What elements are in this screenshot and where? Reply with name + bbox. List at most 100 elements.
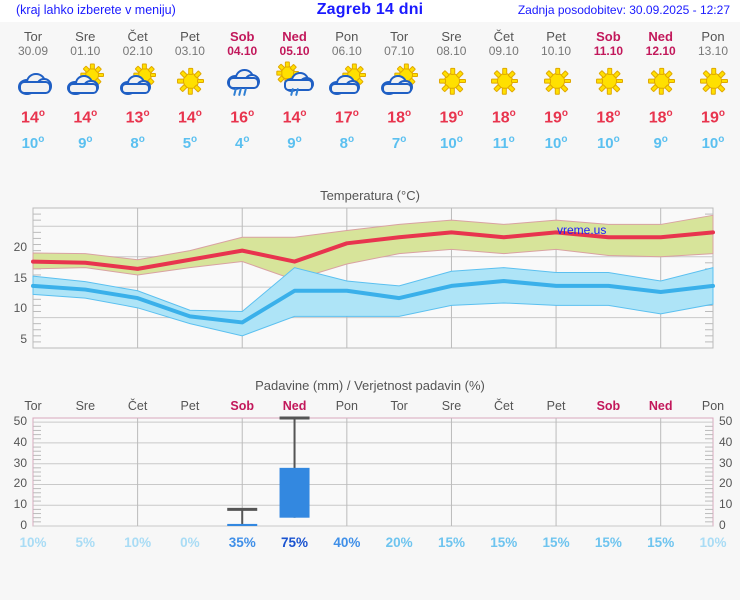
forecast-day-column[interactable]: Sob 04.10 16o 4o (216, 22, 268, 154)
day-date: 05.10 (279, 44, 310, 58)
max-temperature: 18o (596, 108, 621, 127)
forecast-day-column[interactable]: Ned 12.10 18o 9o (635, 22, 687, 154)
temperature-chart-title: Temperatura (°C) (320, 188, 420, 203)
precipitation-probability: 5% (75, 535, 96, 550)
precipitation-chart-title: Padavine (mm) / Verjetnost padavin (%) (255, 378, 485, 393)
sunny-icon (641, 64, 681, 98)
day-date: 30.09 (17, 44, 49, 58)
day-name: Sre (441, 29, 462, 44)
day-date: 11.10 (593, 44, 624, 58)
precipitation-axis-label-right: 10 (719, 497, 733, 512)
day-date: 04.10 (227, 44, 258, 58)
min-temperature: 8o (130, 134, 145, 153)
precipitation-probability: 0% (180, 535, 200, 550)
precipitation-probability: 40% (333, 535, 361, 550)
weather-icon-slot (425, 61, 477, 101)
max-temperature: 18o (491, 108, 516, 127)
partly-sunny-icon (379, 63, 419, 98)
location-menu-note: (kraj lahko izberete v meniju) (16, 3, 176, 17)
weather-icon-slot (478, 61, 530, 101)
max-temperature: 17o (334, 108, 359, 127)
forecast-day-column[interactable]: Pet 10.10 19o 10o (530, 22, 582, 154)
precipitation-axis-label-right: 0 (719, 518, 726, 532)
partly-sunny-icon (65, 63, 105, 98)
day-name: Sob (229, 29, 255, 44)
precipitation-day-label: Pet (546, 399, 566, 413)
max-temperature: 19o (701, 108, 725, 127)
day-date: 01.10 (70, 44, 101, 58)
precipitation-day-label: Pet (180, 399, 200, 413)
day-date: 13.10 (697, 44, 729, 58)
max-temperature: 14o (177, 108, 202, 127)
precipitation-day-label: Tor (390, 399, 408, 413)
day-date: 08.10 (436, 44, 467, 58)
max-temperature: 14o (21, 108, 45, 127)
precipitation-probability: 20% (385, 535, 413, 550)
temperature-axis-label: 5 (20, 331, 27, 346)
precipitation-day-label: Sob (596, 399, 621, 413)
rain-icon (222, 64, 262, 98)
precipitation-day-label: Sob (230, 399, 255, 413)
precipitation-axis-label-right: 20 (719, 476, 733, 491)
forecast-day-column[interactable]: Pon 13.10 19o 10o (687, 22, 739, 154)
page-title: Zagreb 14 dni (316, 1, 424, 18)
forecast-day-column[interactable]: Čet 02.10 13o 8o (112, 22, 164, 154)
precipitation-axis-label-left: 50 (13, 414, 27, 429)
precipitation-probability: 15% (647, 535, 675, 550)
day-name: Pon (335, 29, 359, 44)
min-temperature: 9o (78, 134, 93, 153)
min-temperature: 10o (596, 134, 620, 153)
precipitation-axis-label-left: 20 (13, 476, 27, 491)
temperature-plot (31, 207, 715, 349)
weather-icon-slot (59, 61, 111, 101)
day-name: Sob (596, 29, 621, 44)
min-temperature: 8o (339, 134, 355, 153)
min-temperature: 7o (391, 134, 407, 153)
forecast-day-column[interactable]: Čet 09.10 18o 11o (478, 22, 530, 154)
weather-icon-slot (321, 61, 373, 101)
max-temperature: 19o (544, 108, 569, 127)
weather-icon-slot (373, 61, 425, 101)
forecast-day-column[interactable]: Ned 05.10 14o 9o (269, 22, 321, 154)
temperature-axis-label: 10 (13, 301, 27, 316)
precipitation-day-label: Pon (335, 399, 358, 413)
forecast-day-column[interactable]: Tor 07.10 18o 7o (373, 22, 425, 154)
min-temperature: 9o (653, 134, 668, 153)
day-name: Sre (75, 29, 96, 44)
day-name: Čet (127, 29, 148, 44)
max-temperature: 13o (125, 108, 150, 127)
forecast-day-column[interactable]: Tor 30.09 14o 10o (7, 22, 59, 154)
weather-icon-slot (216, 61, 268, 101)
forecast-day-column[interactable]: Sob 11.10 18o 10o (582, 22, 634, 154)
day-date: 10.10 (541, 44, 572, 58)
forecast-day-column[interactable]: Pon 06.10 17o 8o (321, 22, 373, 154)
precipitation-day-label: Sre (441, 399, 462, 413)
day-name: Ned (282, 29, 307, 44)
precipitation-probability: 35% (228, 535, 256, 550)
min-temperature: 11o (492, 134, 515, 153)
sunny-icon (484, 64, 524, 98)
forecast-day-column[interactable]: Sre 08.10 19o 10o (425, 22, 477, 154)
precipitation-chart: Padavine (mm) / Verjetnost padavin (%) 0… (0, 376, 740, 564)
weather-icon-slot (164, 61, 216, 101)
day-name: Tor (390, 29, 409, 44)
min-temperature: 10o (544, 134, 568, 153)
sunny-icon (536, 64, 576, 98)
sunny-icon (431, 64, 471, 98)
precipitation-probability: 15% (542, 535, 570, 550)
partly-sunny-icon (327, 63, 367, 98)
forecast-day-column[interactable]: Sre 01.10 14o 9o (59, 22, 111, 154)
precipitation-day-label: Tor (24, 399, 42, 413)
cloudy-icon (13, 64, 53, 98)
sun-cloud-rain-icon (275, 61, 315, 98)
min-temperature: 9o (287, 134, 302, 153)
day-date: 09.10 (488, 44, 519, 58)
day-date: 02.10 (122, 44, 153, 58)
precipitation-day-label: Čet (127, 399, 148, 413)
day-date: 07.10 (384, 44, 415, 58)
precipitation-probability: 15% (437, 535, 465, 550)
forecast-day-column[interactable]: Pet 03.10 14o 5o (164, 22, 216, 154)
precipitation-axis-label-right: 40 (719, 434, 733, 449)
weather-icon-slot (112, 61, 164, 101)
temperature-axis-label: 15 (13, 270, 27, 285)
